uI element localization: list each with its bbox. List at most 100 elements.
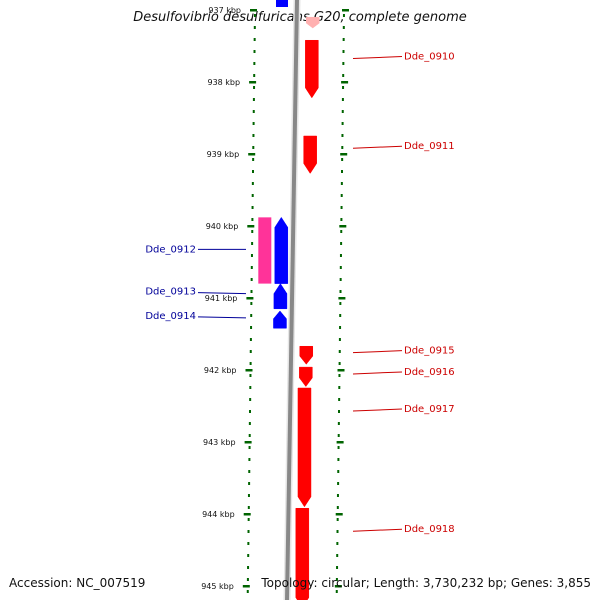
outer-tick-dot — [339, 302, 342, 305]
tick-label: 940 kbp — [206, 222, 239, 231]
label-leader-line — [352, 56, 403, 60]
genome-backbone — [285, 0, 299, 600]
rna-feature-block — [258, 217, 272, 284]
inner-tick-dot — [251, 206, 254, 209]
forward-gene-arrow — [297, 387, 312, 508]
outer-tick-dot — [339, 266, 342, 269]
outer-tick-dot — [340, 230, 343, 233]
inner-tick-dot — [246, 590, 249, 593]
label-leader-line — [352, 350, 403, 354]
forward-gene-arrow — [306, 16, 320, 29]
inner-tick-dot — [251, 182, 254, 185]
outer-tick-dot — [336, 554, 339, 557]
inner-tick-dot — [253, 86, 256, 89]
outer-tick-dot — [342, 50, 345, 53]
inner-tick-dot — [251, 194, 254, 197]
inner-tick-dot — [250, 254, 253, 257]
outer-tick-dot — [342, 14, 345, 17]
major-tick-inner — [243, 513, 251, 516]
outer-tick-dot — [340, 194, 343, 197]
outer-tick-dot — [337, 482, 340, 485]
forward-gene-arrow — [305, 39, 319, 99]
outer-tick-dot — [337, 422, 340, 425]
major-tick-outer — [336, 441, 344, 444]
inner-tick-dot — [249, 386, 252, 389]
outer-tick-dot — [336, 494, 339, 497]
gene-label-dde_0914: Dde_0914 — [145, 311, 196, 322]
outer-tick-dot — [340, 182, 343, 185]
major-tick-inner — [245, 369, 253, 372]
label-leader-line — [352, 145, 403, 149]
tick-label: 945 kbp — [201, 582, 234, 591]
inner-tick-dot — [250, 326, 253, 329]
inner-tick-dot — [250, 314, 253, 317]
inner-tick-dot — [249, 350, 252, 353]
inner-tick-dot — [251, 242, 254, 245]
label-leader-line — [197, 292, 247, 295]
outer-tick-dot — [339, 278, 342, 281]
reverse-gene-arrow — [273, 283, 288, 310]
inner-tick-dot — [252, 122, 255, 125]
outer-tick-dot — [337, 446, 340, 449]
outer-tick-dot — [339, 290, 342, 293]
outer-tick-dot — [337, 470, 340, 473]
outer-tick-dot — [342, 26, 345, 29]
inner-tick-dot — [247, 506, 250, 509]
outer-tick-dot — [335, 578, 338, 581]
major-tick-outer — [340, 153, 348, 156]
outer-tick-dot — [339, 254, 342, 257]
inner-tick-dot — [252, 146, 255, 149]
forward-gene-arrow — [303, 135, 317, 174]
outer-tick-dot — [342, 38, 345, 41]
major-tick-inner — [244, 441, 252, 444]
outer-tick-dot — [341, 158, 344, 161]
tick-label: 938 kbp — [207, 78, 240, 87]
inner-tick-dot — [246, 578, 249, 581]
outer-tick-dot — [338, 350, 341, 353]
outer-tick-dot — [336, 518, 339, 521]
reverse-gene-arrow — [274, 216, 289, 284]
reverse-gene-arrow — [273, 310, 287, 329]
outer-tick-dot — [338, 338, 341, 341]
inner-tick-dot — [248, 470, 251, 473]
major-tick-inner — [248, 153, 256, 156]
gene-label-dde_0915: Dde_0915 — [404, 346, 455, 357]
inner-tick-dot — [250, 302, 253, 305]
gene-label-dde_0911: Dde_0911 — [404, 141, 455, 152]
inner-tick-dot — [253, 38, 256, 41]
tick-label: 942 kbp — [204, 366, 237, 375]
forward-gene-arrow — [295, 507, 310, 600]
inner-tick-dot — [248, 458, 251, 461]
label-leader-line — [352, 528, 403, 532]
inner-tick-dot — [247, 566, 250, 569]
outer-tick-dot — [336, 530, 339, 533]
outer-tick-dot — [341, 98, 344, 101]
gene-label-dde_0910: Dde_0910 — [404, 52, 455, 63]
tick-label: 944 kbp — [202, 510, 235, 519]
forward-gene-arrow — [299, 366, 313, 387]
major-tick-outer — [342, 9, 349, 12]
major-tick-inner — [246, 297, 254, 300]
outer-tick-dot — [341, 170, 344, 173]
outer-tick-dot — [338, 410, 341, 413]
inner-tick-dot — [250, 278, 253, 281]
inner-tick-dot — [248, 446, 251, 449]
gene-label-dde_0912: Dde_0912 — [145, 244, 196, 255]
outer-tick-dot — [340, 218, 343, 221]
inner-tick-dot — [249, 398, 252, 401]
gene-label-dde_0913: Dde_0913 — [145, 287, 196, 298]
inner-tick-dot — [247, 530, 250, 533]
outer-tick-dot — [337, 458, 340, 461]
tick-label: 937 kbp — [208, 6, 241, 15]
outer-tick-dot — [341, 134, 344, 137]
outer-tick-dot — [335, 590, 338, 593]
outer-tick-dot — [339, 326, 342, 329]
inner-tick-dot — [247, 542, 250, 545]
inner-tick-dot — [249, 374, 252, 377]
inner-tick-dot — [248, 434, 251, 437]
inner-tick-dot — [249, 338, 252, 341]
inner-tick-dot — [253, 62, 256, 65]
inner-tick-dot — [248, 482, 251, 485]
